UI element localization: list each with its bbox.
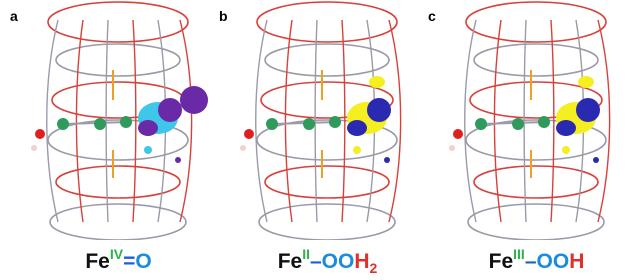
cage-ring bbox=[50, 204, 186, 240]
h-atom bbox=[449, 145, 455, 151]
bond: – bbox=[310, 250, 322, 273]
ligand: OO bbox=[322, 250, 355, 273]
formula: FeIV=O bbox=[14, 246, 223, 274]
orbital bbox=[576, 98, 600, 122]
formula: FeIII–OOH bbox=[432, 246, 627, 274]
page: aFeIV=ObFeII–OOH2cFeIII–OOH (() => { con… bbox=[0, 0, 627, 280]
bond: – bbox=[525, 250, 537, 273]
fe-atom bbox=[266, 118, 278, 130]
cage-ring bbox=[259, 204, 395, 240]
cage-strut bbox=[494, 20, 501, 222]
cage-ring bbox=[466, 2, 606, 42]
oxidation-state: III bbox=[513, 246, 525, 262]
oxidation-state: II bbox=[302, 246, 310, 262]
orbital bbox=[384, 157, 390, 163]
fe-atom bbox=[57, 118, 69, 130]
cage-strut bbox=[465, 20, 476, 222]
orbital bbox=[347, 120, 367, 136]
orbital bbox=[138, 120, 158, 136]
h-atom bbox=[240, 145, 246, 151]
orbital bbox=[593, 157, 599, 163]
orbital bbox=[556, 120, 576, 136]
orbital bbox=[353, 146, 361, 154]
fe-atom bbox=[512, 118, 524, 130]
element: Fe bbox=[278, 250, 303, 273]
orbital bbox=[180, 86, 208, 114]
panel-label: c bbox=[428, 8, 436, 24]
o-atom bbox=[35, 129, 45, 139]
orbital bbox=[144, 146, 152, 154]
o-atom bbox=[244, 129, 254, 139]
bond: = bbox=[123, 250, 135, 273]
fe-atom bbox=[94, 118, 106, 130]
fe-atom bbox=[303, 118, 315, 130]
fe-atom bbox=[538, 116, 550, 128]
o-atom bbox=[453, 129, 463, 139]
cage-strut bbox=[598, 20, 610, 222]
ligand: OO bbox=[537, 250, 570, 273]
fe-atom bbox=[120, 116, 132, 128]
cage-strut bbox=[47, 20, 58, 222]
hydrogen: H bbox=[569, 250, 584, 273]
orbital bbox=[158, 98, 182, 122]
cage-strut bbox=[389, 20, 401, 222]
fe-atom bbox=[329, 116, 341, 128]
cage-strut bbox=[256, 20, 267, 222]
cage-ring bbox=[257, 2, 397, 42]
subscript: 2 bbox=[370, 260, 378, 276]
element: Fe bbox=[489, 250, 514, 273]
element: Fe bbox=[85, 250, 110, 273]
figure bbox=[0, 0, 627, 240]
cage-strut bbox=[180, 20, 192, 222]
cage-ring bbox=[468, 204, 604, 240]
oxidation-state: IV bbox=[110, 246, 123, 262]
cage-ring bbox=[48, 2, 188, 42]
orbital bbox=[367, 98, 391, 122]
cage-strut bbox=[285, 20, 292, 222]
hydrogen: H bbox=[354, 250, 369, 273]
panel-label: b bbox=[219, 8, 228, 24]
orbital bbox=[369, 76, 385, 88]
ligand: O bbox=[135, 250, 151, 273]
orbital bbox=[175, 157, 181, 163]
orbital bbox=[578, 76, 594, 88]
formula: FeII–OOH2 bbox=[223, 246, 432, 276]
panel-label: a bbox=[10, 8, 18, 24]
h-atom bbox=[31, 145, 37, 151]
orbital bbox=[562, 146, 570, 154]
cage-strut bbox=[76, 20, 83, 222]
fe-atom bbox=[475, 118, 487, 130]
